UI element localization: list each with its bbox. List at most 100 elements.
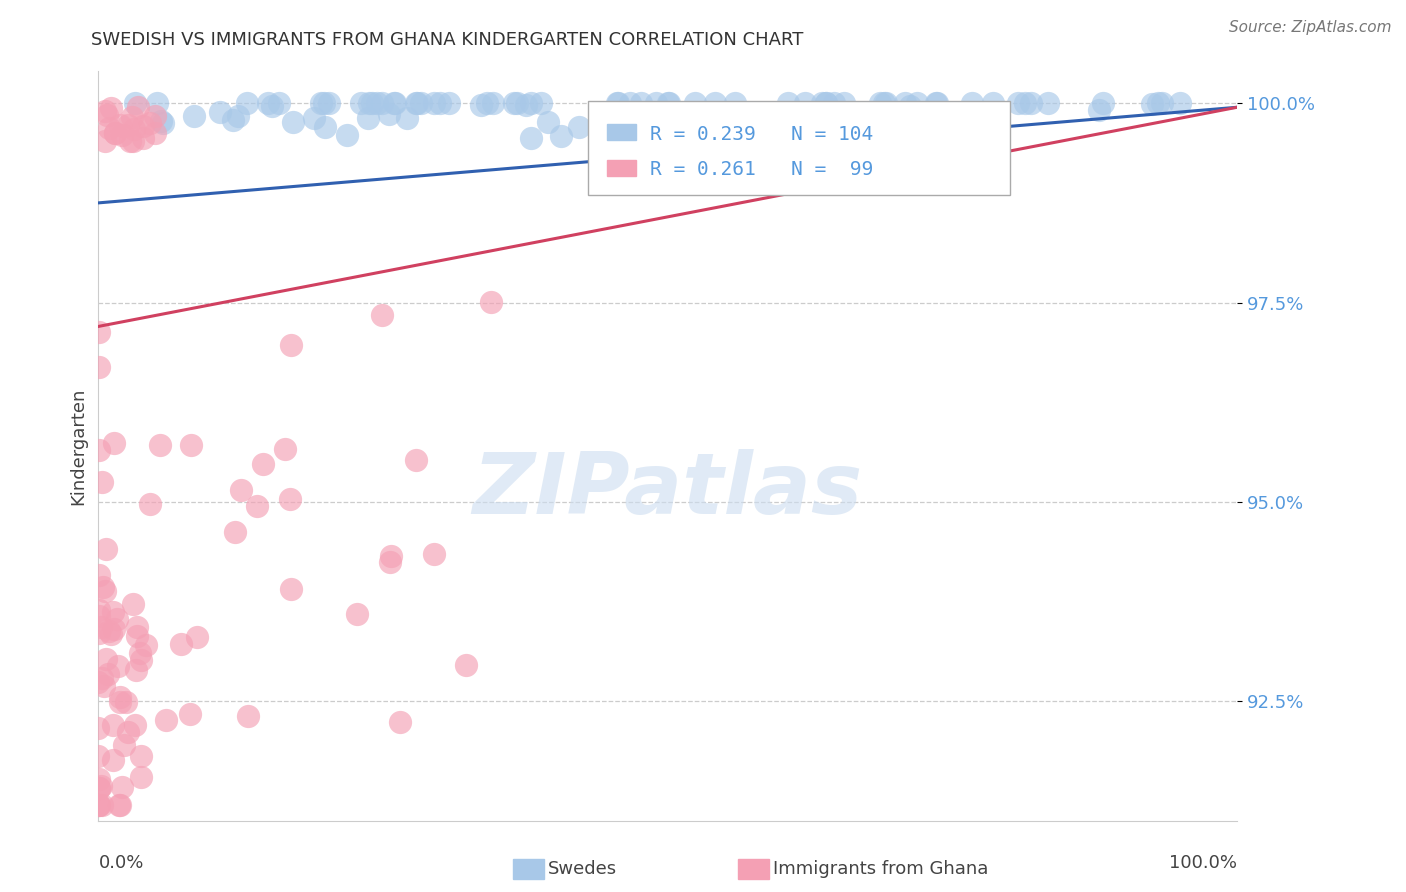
Point	[869, 96, 891, 111]
Point	[630, 96, 652, 111]
Point	[273, 442, 295, 456]
Point	[815, 96, 838, 111]
Point	[520, 96, 543, 111]
Point	[87, 721, 110, 735]
Point	[894, 96, 917, 111]
Point	[350, 96, 373, 111]
Point	[823, 96, 845, 111]
Point	[89, 359, 111, 374]
Point	[727, 106, 749, 120]
Point	[87, 325, 110, 339]
Point	[409, 96, 432, 111]
Point	[1021, 96, 1043, 111]
Point	[811, 96, 834, 111]
Point	[318, 96, 340, 111]
Point	[87, 443, 110, 458]
Point	[1091, 96, 1114, 111]
Point	[875, 96, 897, 111]
Text: R = 0.261   N =  99: R = 0.261 N = 99	[650, 160, 873, 179]
Point	[536, 115, 558, 129]
Point	[129, 771, 152, 785]
Point	[278, 492, 301, 507]
Point	[281, 115, 304, 129]
Point	[925, 96, 948, 111]
Point	[1146, 96, 1168, 111]
Point	[520, 131, 543, 145]
Point	[1140, 97, 1163, 112]
Point	[143, 109, 166, 123]
Point	[515, 98, 537, 112]
Point	[93, 679, 115, 693]
Point	[101, 718, 124, 732]
FancyBboxPatch shape	[588, 102, 1010, 195]
Point	[139, 497, 162, 511]
Point	[103, 753, 125, 767]
Point	[246, 499, 269, 513]
Point	[208, 104, 231, 119]
Point	[125, 620, 148, 634]
Point	[312, 96, 335, 111]
Point	[149, 438, 172, 452]
Point	[370, 308, 392, 322]
Point	[87, 797, 110, 812]
Point	[94, 652, 117, 666]
Point	[236, 709, 259, 723]
Point	[115, 694, 138, 708]
Point	[380, 549, 402, 563]
Point	[108, 118, 131, 132]
Point	[396, 111, 419, 125]
Point	[125, 629, 148, 643]
Point	[87, 568, 110, 582]
Point	[121, 110, 143, 124]
Point	[149, 113, 172, 128]
Point	[1088, 103, 1111, 117]
Point	[103, 622, 125, 636]
Point	[832, 96, 855, 111]
Point	[112, 739, 135, 753]
Point	[129, 647, 152, 661]
Y-axis label: Kindergarten: Kindergarten	[69, 387, 87, 505]
Point	[89, 609, 111, 624]
Point	[131, 653, 153, 667]
Point	[454, 658, 477, 673]
Point	[479, 294, 502, 309]
Point	[925, 96, 948, 111]
Point	[503, 96, 526, 111]
Point	[108, 797, 131, 812]
Point	[96, 108, 118, 122]
Point	[267, 96, 290, 111]
Text: SWEDISH VS IMMIGRANTS FROM GHANA KINDERGARTEN CORRELATION CHART: SWEDISH VS IMMIGRANTS FROM GHANA KINDERG…	[91, 31, 804, 49]
Point	[94, 134, 117, 148]
Point	[429, 96, 451, 111]
Point	[1014, 96, 1036, 111]
Point	[405, 452, 427, 467]
Point	[280, 338, 302, 352]
Point	[131, 748, 153, 763]
Point	[90, 620, 112, 634]
Point	[357, 96, 380, 111]
Point	[117, 724, 139, 739]
Point	[103, 605, 125, 619]
Point	[981, 96, 1004, 111]
Text: Source: ZipAtlas.com: Source: ZipAtlas.com	[1229, 20, 1392, 35]
Point	[105, 612, 128, 626]
Point	[152, 116, 174, 130]
Point	[778, 96, 800, 111]
Point	[122, 122, 145, 136]
Point	[724, 96, 747, 111]
Point	[1170, 96, 1192, 111]
Point	[361, 96, 384, 111]
Point	[704, 96, 727, 111]
Point	[143, 127, 166, 141]
Point	[180, 438, 202, 452]
Point	[94, 583, 117, 598]
Point	[226, 109, 249, 123]
Point	[530, 96, 553, 111]
Point	[108, 797, 131, 812]
Point	[1152, 96, 1174, 111]
Point	[371, 96, 394, 111]
Point	[439, 96, 461, 111]
Point	[104, 127, 127, 141]
Point	[793, 96, 815, 111]
Point	[98, 121, 121, 136]
